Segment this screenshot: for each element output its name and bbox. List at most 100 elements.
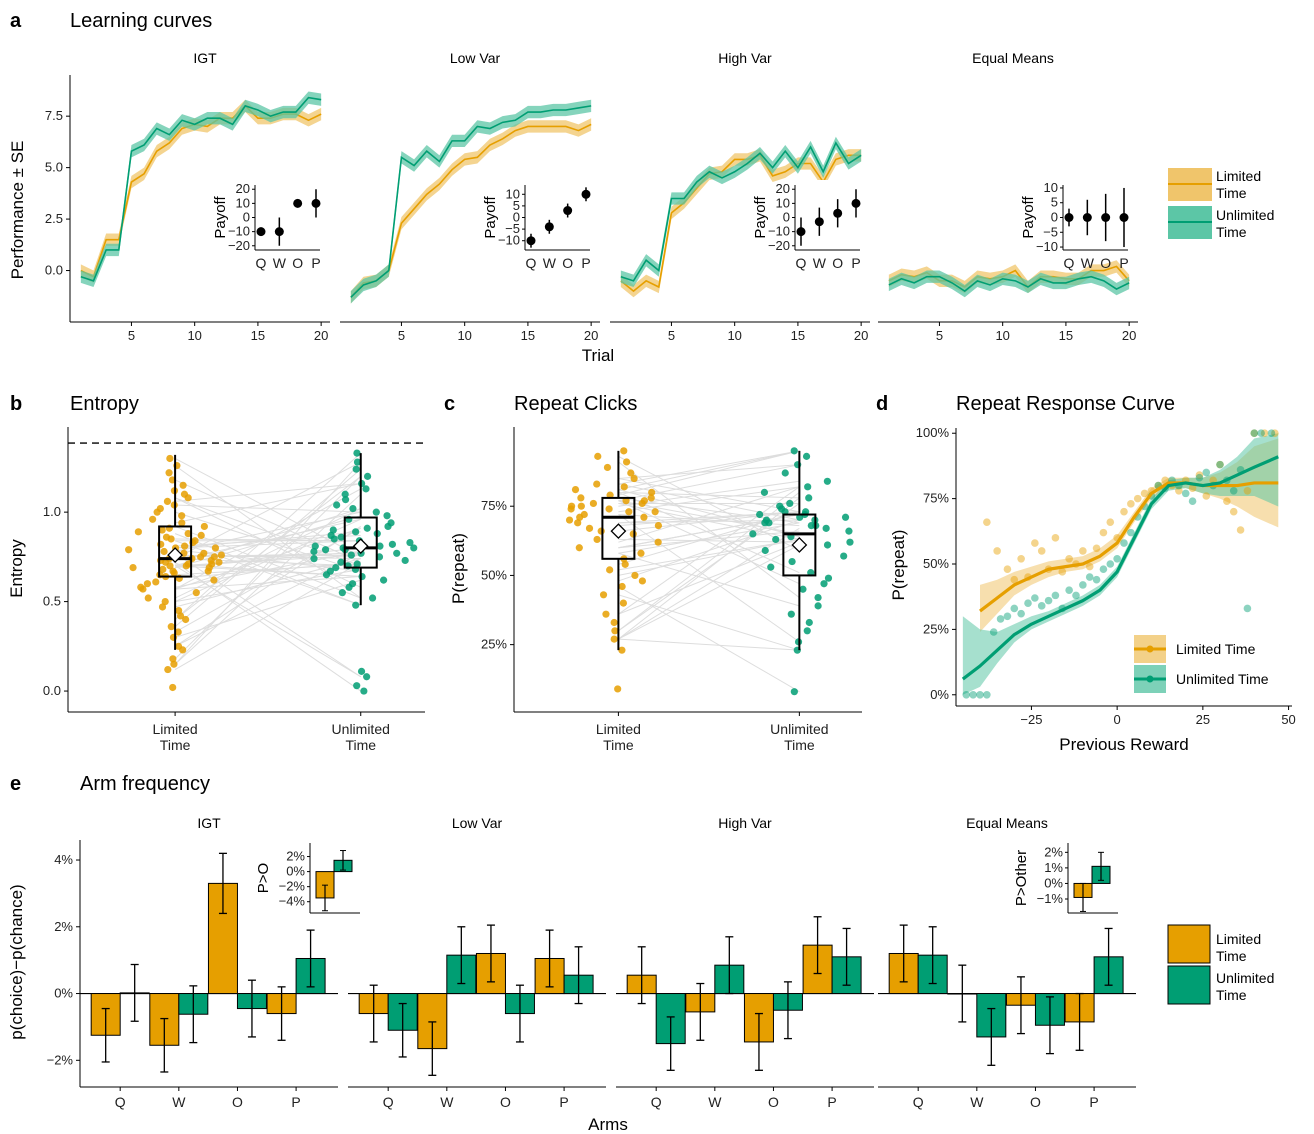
point-unlimited [823,541,832,549]
pair-line [175,540,361,549]
y-tick-label: 0.0 [45,263,63,278]
inset-y-tick-label: 10 [236,195,250,210]
mean-diamond [167,547,184,564]
point-unlimited [387,519,395,527]
panel-label-b: b [10,393,22,415]
point-unlimited [760,488,769,496]
point-limited [651,508,659,516]
point-unlimited [341,496,350,504]
box-limited [601,496,636,560]
point-limited [585,524,594,532]
point-unlimited [357,667,366,675]
point-limited [159,565,167,573]
point-unlimited [388,540,397,548]
point-limited [1175,486,1183,495]
se-ribbon-unlimited [80,91,322,288]
y-tick-label: 25% [923,621,949,636]
point-limited [1236,526,1245,534]
inset-x-tick-label: Q [256,255,267,271]
point-limited [571,486,580,494]
x-tick-label: 20 [854,328,868,343]
inset-y-tick-label: 0 [243,210,250,225]
pair-line [174,525,361,599]
point-limited [161,597,169,606]
mean-diamond [791,537,808,553]
inset-point [1082,213,1092,222]
pair-line [618,491,800,574]
point-unlimited [1099,565,1108,574]
point-limited [149,515,157,523]
point-unlimited [799,585,807,593]
point-unlimited [845,527,853,535]
legend-e-limited-label-1: Limited [1216,931,1261,947]
point-limited [625,508,633,516]
facet-e-strip-title: IGT [197,815,221,831]
point-limited [603,463,612,472]
inset-y-tick-label: 2% [286,849,305,864]
pair-line [618,464,800,480]
point-unlimited [349,504,357,513]
inset-x-tick-label: Q [526,255,537,271]
point-limited [192,589,200,597]
panel-title-c: Repeat Clicks [514,393,637,415]
pair-line [618,511,800,524]
inset-background [254,180,325,253]
inset-y-tick-label: 10 [506,186,520,201]
inset-y-tick-label: −2% [279,879,306,894]
pair-line [618,538,800,571]
inset-y-label: P>O [255,863,272,893]
inset-point [851,198,861,208]
x-tick-label: 15 [251,328,265,343]
x-tick-label: O [232,1094,243,1110]
pair-line [174,533,361,606]
point-unlimited [1024,599,1032,608]
point-unlimited [1072,591,1080,600]
inset-y-tick-label: 0 [1051,210,1058,225]
inset-y-tick-label: −5 [1043,224,1058,239]
point-limited [1229,507,1238,516]
smooth-curve-unlimited [961,455,1279,681]
x-tick-label: Limited [153,721,198,737]
y-axis-label: Entropy [7,539,26,598]
inset-y-tick-label: −1% [1037,891,1064,906]
x-tick-label: −25 [1020,712,1042,727]
point-limited [602,610,610,618]
point-unlimited [1044,596,1053,605]
point-limited [175,606,183,615]
mean-diamond [610,523,627,540]
point-limited [618,582,626,591]
point-limited [1031,539,1039,547]
point-unlimited [1031,594,1039,602]
panel-label-c: c [444,393,455,415]
facet-a-strip-title: Equal Means [972,50,1054,66]
point-limited [605,505,613,513]
point-limited [170,660,178,668]
point-limited [1085,562,1094,571]
x-tick-label: Limited [596,721,641,737]
pair-line [174,461,361,560]
point-unlimited [790,447,798,455]
inset-y-label: P>Other [1013,850,1030,906]
point-unlimited [1065,586,1073,594]
legend-e-unlimited-swatch [1167,965,1211,1005]
x-tick-label: 15 [1059,328,1073,343]
inset-y-tick-label: 20 [776,181,790,196]
inset-x-tick-label: P [1119,255,1128,271]
pair-line [618,527,800,640]
y-tick-label: 7.5 [45,108,63,123]
point-limited [593,535,601,544]
point-unlimited [1085,573,1094,581]
inset-x-tick-label: O [562,255,573,271]
point-limited [180,490,189,498]
point-limited [156,504,164,513]
pair-line [174,526,362,647]
y-tick-label: 0.0 [43,683,61,698]
inset-point [274,227,284,237]
point-limited [125,546,133,554]
point-unlimited [353,682,361,690]
point-unlimited [353,449,361,457]
point-limited [593,480,601,488]
inset-point [1119,213,1129,222]
